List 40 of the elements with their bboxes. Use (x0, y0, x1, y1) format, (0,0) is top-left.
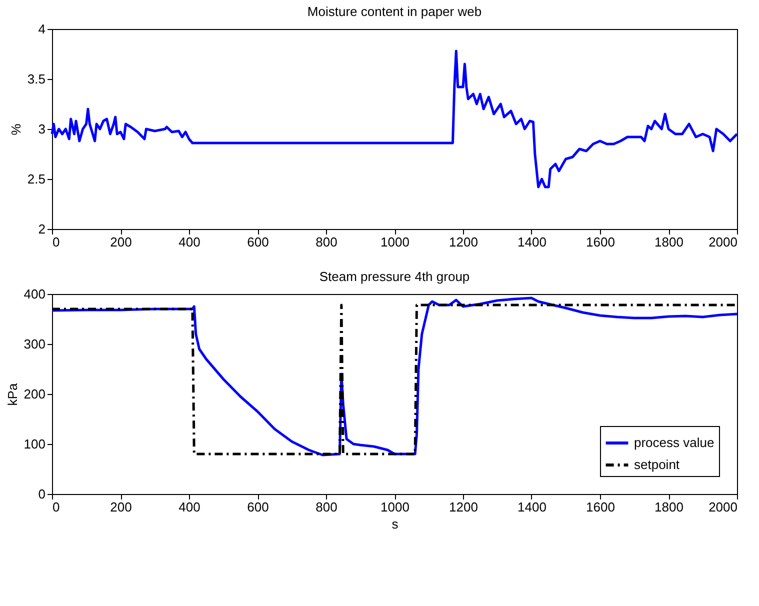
y-axis-title: % (8, 123, 24, 136)
x-tick-label: 1200 (449, 500, 478, 514)
x-tick-label: 0 (52, 500, 60, 514)
x-tick-label: 1800 (654, 234, 684, 250)
x-tick-label: 400 (178, 500, 200, 514)
y-tick-label: 400 (24, 286, 46, 302)
x-tick-label: 800 (316, 500, 338, 514)
x-tick-label: 1600 (586, 500, 615, 514)
y-tick-label: 0 (38, 486, 46, 502)
x-tick-label: 600 (247, 500, 269, 514)
y-tick-label: 300 (24, 336, 46, 352)
y-tick-label: 3.5 (27, 72, 46, 86)
x-tick-label: 0 (52, 234, 60, 250)
x-tick-label: 1800 (654, 500, 684, 514)
chart-title: Moisture content in paper web (307, 4, 482, 19)
x-tick-label: 2000 (708, 500, 738, 514)
chart-title: Steam pressure 4th group (319, 269, 470, 284)
x-tick-label: 2000 (708, 234, 738, 250)
x-tick-label: 1000 (380, 234, 410, 250)
y-tick-label: 3 (38, 122, 46, 136)
y-tick-label: 2 (38, 222, 46, 236)
x-axis-title: s (392, 516, 399, 532)
x-tick-label: 1200 (449, 234, 478, 250)
x-tick-label: 1600 (586, 234, 615, 250)
x-tick-label: 200 (110, 234, 132, 250)
x-tick-label: 400 (178, 234, 200, 250)
y-tick-label: 100 (24, 436, 46, 452)
x-tick-label: 1400 (518, 234, 546, 250)
x-tick-label: 1400 (518, 500, 546, 514)
y-tick-label: 4 (38, 22, 46, 36)
x-tick-label: 600 (247, 234, 269, 250)
y-axis-title: kPa (4, 382, 20, 406)
y-tick-label: 200 (24, 386, 46, 402)
x-tick-label: 1000 (380, 500, 410, 514)
legend-label: setpoint (634, 457, 680, 472)
line-series (50, 50, 738, 188)
y-tick-label: 2.5 (27, 172, 46, 186)
x-tick-label: 800 (316, 234, 338, 250)
legend-label: process value (634, 435, 714, 450)
x-tick-label: 200 (110, 500, 132, 514)
